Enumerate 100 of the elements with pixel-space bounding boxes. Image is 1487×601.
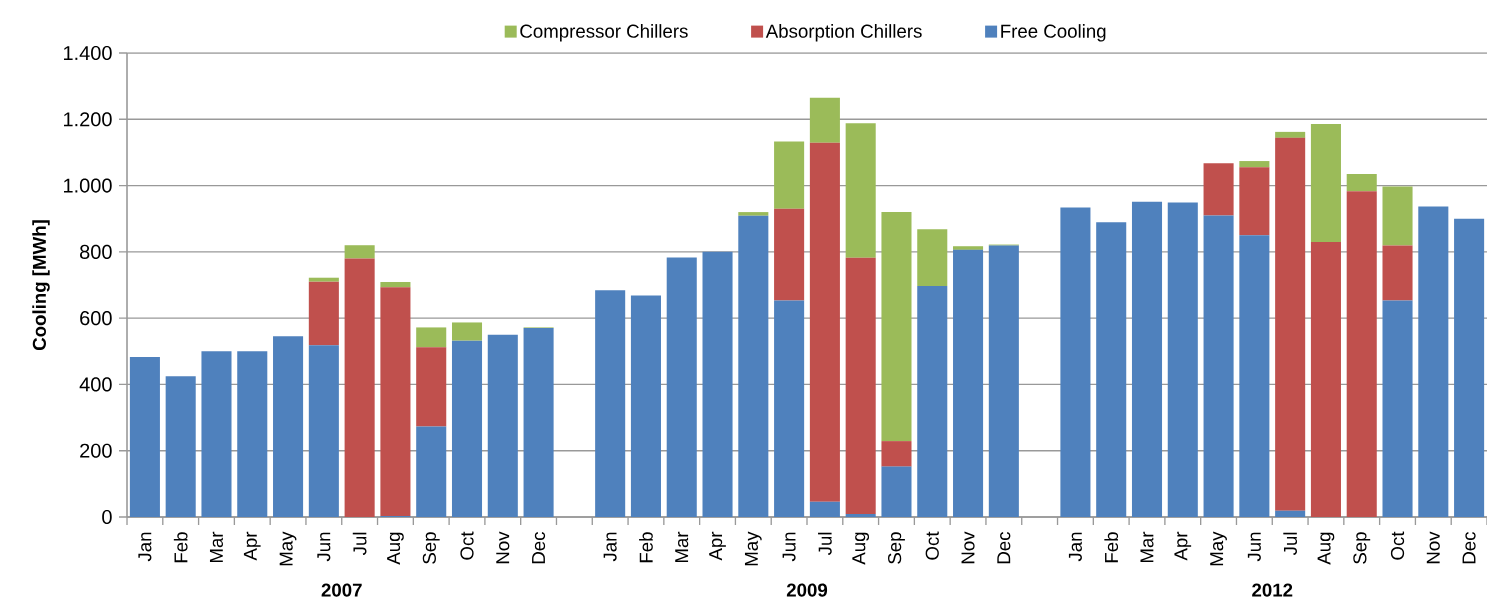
bar	[451, 340, 483, 517]
legend-label: Compressor Chillers	[520, 24, 688, 42]
bar	[308, 281, 339, 346]
x-tick-label: Apr	[1174, 531, 1192, 561]
x-tick-label: Feb	[173, 532, 188, 563]
bar	[237, 351, 268, 517]
bar	[845, 257, 876, 515]
bar	[774, 300, 805, 517]
bar	[1310, 123, 1341, 242]
x-tick-label: May	[744, 531, 762, 566]
bar	[738, 212, 769, 216]
x-tick-label: Oct	[925, 531, 939, 560]
bar	[1382, 300, 1413, 517]
bar	[988, 245, 1019, 517]
bar	[1275, 137, 1306, 511]
bar	[416, 426, 447, 517]
bar	[845, 123, 876, 258]
bar	[774, 141, 805, 209]
bar	[666, 257, 697, 517]
bar	[595, 290, 626, 517]
bar	[702, 251, 733, 517]
x-tick-label: Mar	[675, 531, 689, 563]
y-tick-label: 200	[80, 443, 112, 458]
bar	[1131, 201, 1163, 517]
x-tick-label: Jul	[818, 532, 832, 556]
x-tick-label: Aug	[1317, 532, 1335, 565]
bar	[881, 212, 912, 442]
x-tick-label: Jul	[1283, 532, 1298, 556]
bar	[1203, 215, 1234, 517]
y-tick-label: 800	[80, 244, 112, 259]
bar	[738, 215, 769, 517]
bar	[1239, 161, 1270, 168]
legend-label: Absorption Chillers	[765, 24, 922, 42]
x-tick-label: Jan	[1068, 532, 1082, 562]
bar	[953, 246, 984, 250]
bar	[1096, 222, 1127, 517]
bar	[917, 229, 948, 286]
x-tick-label: Aug	[852, 532, 870, 565]
x-tick-label: Nov	[961, 531, 975, 564]
y-tick-label: 1.000	[64, 178, 112, 193]
bar	[344, 258, 375, 517]
y-tick-label: 600	[80, 311, 112, 326]
text: 2012	[1252, 583, 1293, 597]
y-tick-label: 1.400	[64, 45, 112, 61]
x-tick-label: Jul	[352, 532, 367, 556]
bar	[380, 287, 411, 517]
y-tick-label: 1.200	[64, 112, 112, 127]
x-tick-label: Dec	[997, 531, 1011, 564]
bar	[809, 501, 840, 517]
bar	[523, 328, 554, 517]
bar	[451, 322, 483, 341]
bar	[165, 376, 196, 517]
bar	[953, 249, 984, 517]
x-tick-label: Oct	[1390, 531, 1405, 560]
x-tick-label: Sep	[1353, 532, 1371, 564]
bar	[416, 327, 447, 348]
y-tick-label: 0	[102, 509, 112, 525]
bar	[630, 295, 661, 517]
y-axis-title: Cooling [MWh]	[32, 220, 50, 351]
bar	[273, 336, 304, 517]
bar	[1239, 167, 1270, 236]
bar	[774, 208, 805, 301]
x-tick-label: Sep	[422, 532, 440, 564]
bar	[1060, 207, 1091, 517]
bar	[416, 347, 447, 427]
x-tick-label: Feb	[639, 532, 653, 563]
legend-label: Free Cooling	[1001, 24, 1106, 42]
text: 2007	[321, 583, 362, 597]
x-tick-label: Jun	[782, 532, 796, 562]
x-tick-label: Oct	[460, 531, 474, 560]
x-tick-label: Jan	[138, 532, 152, 562]
x-tick-label: Apr	[243, 531, 261, 561]
x-tick-label: Dec	[532, 531, 546, 564]
bar	[1382, 245, 1413, 301]
x-tick-label: Jun	[1247, 532, 1261, 562]
bar	[881, 441, 912, 467]
bar	[809, 142, 840, 502]
text: 2009	[786, 583, 828, 597]
bar	[487, 334, 518, 517]
bar	[344, 245, 375, 259]
x-tick-label: Apr	[709, 531, 726, 561]
bar	[129, 356, 160, 517]
x-tick-label: Aug	[387, 532, 404, 565]
bar	[845, 514, 876, 517]
x-tick-label: Sep	[888, 532, 905, 564]
bar	[1275, 510, 1306, 517]
bar	[917, 285, 948, 517]
x-tick-label: Dec	[1462, 531, 1476, 564]
bar	[1346, 173, 1377, 192]
bar	[1454, 218, 1485, 517]
bar	[380, 282, 411, 288]
bar	[809, 97, 840, 143]
bar	[1275, 131, 1306, 138]
x-tick-label: Nov	[496, 531, 510, 564]
bar	[1239, 235, 1270, 517]
x-tick-label: May	[279, 531, 297, 566]
bar	[308, 345, 339, 517]
bar	[201, 351, 232, 517]
bar	[1310, 241, 1341, 517]
bar	[1167, 202, 1198, 517]
